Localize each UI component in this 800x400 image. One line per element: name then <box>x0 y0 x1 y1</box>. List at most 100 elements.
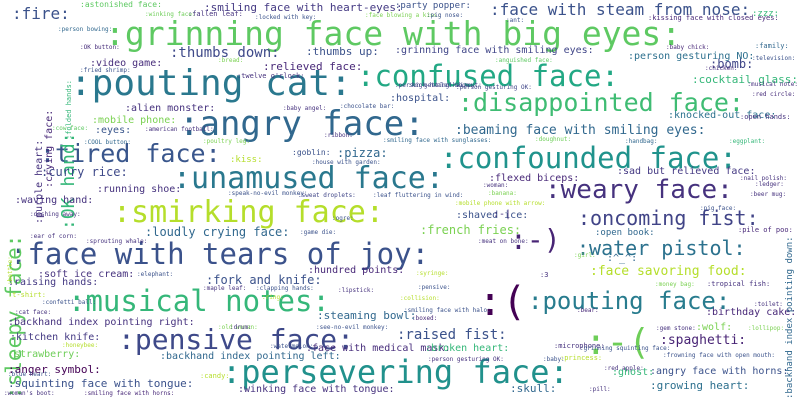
cloud-word: :-| <box>493 209 512 220</box>
cloud-word: :twelve o'clock: <box>237 72 305 80</box>
cloud-word: :collision: <box>400 295 440 302</box>
cloud-word: :cocktail glass: <box>692 73 798 86</box>
cloud-word: :banana: <box>488 190 517 197</box>
cloud-word: :eggplant: <box>729 138 766 145</box>
cloud-word: :princess: <box>560 354 603 362</box>
cloud-word: :wolf: <box>696 322 733 333</box>
cloud-word: :mobile phone: <box>92 115 177 126</box>
cloud-word: :baby: <box>543 356 565 363</box>
cloud-word: :leaf fluttering in wind: <box>373 192 464 199</box>
cloud-word: :tropical fish: <box>707 280 771 288</box>
cloud-word: :confused face: <box>357 59 619 93</box>
cloud-word: :kiss: <box>230 155 263 165</box>
cloud-word: :cow face: <box>52 125 89 132</box>
cloud-word: :television: <box>752 55 796 62</box>
cloud-word: :american football: <box>145 126 214 133</box>
cloud-word: :smiling face with sunglasses: <box>383 137 492 144</box>
cloud-word: :girl: <box>574 252 596 259</box>
cloud-word: :doughnut: <box>535 136 572 143</box>
cloud-word: :face with medical mask: <box>306 343 451 354</box>
cloud-word: :confounded face: <box>440 141 737 175</box>
cloud-word: :skull: <box>510 382 557 395</box>
cloud-word: :grinning squinting face: <box>580 345 671 352</box>
cloud-word: :relieved face: <box>263 60 363 73</box>
cloud-word: :t-shirt: <box>8 291 46 299</box>
cloud-word: :ring: <box>262 294 284 301</box>
cloud-word: :raised fist: <box>397 327 507 343</box>
cloud-word: :red circle: <box>752 91 796 98</box>
cloud-word: :person gesturing OK: <box>428 356 504 363</box>
cloud-word: :pig face: <box>700 205 737 212</box>
cloud-word: :sweat droplets: <box>298 192 356 199</box>
cloud-word: :maple leaf: <box>203 285 247 292</box>
cloud-word: :sad but relieved face: <box>617 166 756 177</box>
cloud-word: :beer mug: <box>750 191 787 198</box>
cloud-word: :baby angel: <box>283 105 327 112</box>
cloud-word: :steaming bowl: <box>317 309 417 322</box>
cloud-word: :pizza: <box>337 146 388 160</box>
cloud-word: :birthday cake: <box>706 307 797 318</box>
cloud-word: :dashing away: <box>30 211 81 218</box>
cloud-word: :microphone: <box>554 342 605 350</box>
cloud-word: :alien monster: <box>125 103 216 114</box>
cloud-word: :face blowing a kiss: <box>365 12 441 19</box>
cloud-word: :bottle: <box>7 256 14 285</box>
cloud-word: :fallen leaf: <box>188 10 243 18</box>
cloud-word: :oncoming fist: <box>578 206 759 230</box>
cloud-word: :locked with key: <box>255 14 317 21</box>
cloud-word: :backhand index pointing down: <box>785 236 795 399</box>
cloud-word: :kitchen knife: <box>10 332 101 343</box>
cloud-word: :grinning face with big eyes: <box>105 14 682 53</box>
cloud-word: :zzz: <box>752 9 780 19</box>
cloud-word: :musical note: <box>747 81 798 88</box>
cloud-word: :fire: <box>12 4 70 23</box>
cloud-word: :anger symbol: <box>8 363 101 376</box>
cloud-word: :red apple: <box>604 365 644 372</box>
cloud-word: :broken heart: <box>425 343 510 354</box>
cloud-word: :money bag: <box>655 281 695 288</box>
cloud-word: :ogre: <box>332 215 354 222</box>
cloud-word: :raising hands: <box>8 277 99 288</box>
cloud-word: :baby chick: <box>666 44 710 51</box>
cloud-word: :backhand index pointing left: <box>160 351 341 362</box>
cloud-word: :gem stone: <box>656 325 696 332</box>
cloud-word: :curry rice: <box>41 165 128 179</box>
cloud-word: :smiling face with heart-eyes: <box>204 1 403 14</box>
cloud-word: :high-heeled shoe: <box>408 82 474 89</box>
cloud-word: :syringe: <box>416 270 449 277</box>
cloud-word: :face savoring food: <box>590 264 747 279</box>
cloud-word: :open book: <box>595 228 655 238</box>
cloud-word: :see-no-evil monkey: <box>316 324 389 331</box>
cloud-word: :soft ice cream: <box>38 269 135 280</box>
cloud-word: :anguished face: <box>495 57 553 64</box>
cloud-word: :poultry leg: <box>203 138 250 145</box>
cloud-word: :hundred points: <box>308 265 405 276</box>
cloud-word: :smiling face with horns: <box>84 390 175 397</box>
cloud-word: :fork and knife: <box>206 273 322 287</box>
cloud-word: :unamused face: <box>173 161 444 196</box>
cloud-word: :beaming face with smiling eyes: <box>455 123 706 138</box>
cloud-word: :strawberry: <box>8 349 81 360</box>
cloud-word: :family: <box>755 42 789 50</box>
cloud-word: :pouting face: <box>528 287 731 315</box>
cloud-word: :drum: <box>230 324 252 331</box>
cloud-word: :pig nose: <box>427 12 464 19</box>
cloud-word: :ghost: <box>612 367 655 378</box>
cloud-word: :squinting face with tongue: <box>8 377 194 390</box>
cloud-word: :meat on bone: <box>478 238 529 245</box>
cloud-word: :loudly crying face: <box>145 225 290 239</box>
cloud-word: :frowning face with open mouth: <box>663 352 775 359</box>
cloud-word: :goblin: <box>292 148 331 157</box>
cloud-word: :fried shrimp: <box>80 67 131 74</box>
cloud-word: :game die: <box>300 229 337 236</box>
cloud-word: :ribbon: <box>324 132 353 139</box>
cloud-word: :bear: <box>577 307 599 314</box>
cloud-word: :persevering face: <box>222 353 569 391</box>
cloud-word: :sprouting whale: <box>86 238 148 245</box>
cloud-word: :astonished face: <box>80 0 162 9</box>
cloud-word: :backhand index pointing right: <box>8 317 195 328</box>
cloud-word: :eyes: <box>95 125 132 136</box>
cloud-word: :^_^: <box>607 253 638 264</box>
cloud-word: :( <box>478 279 527 325</box>
